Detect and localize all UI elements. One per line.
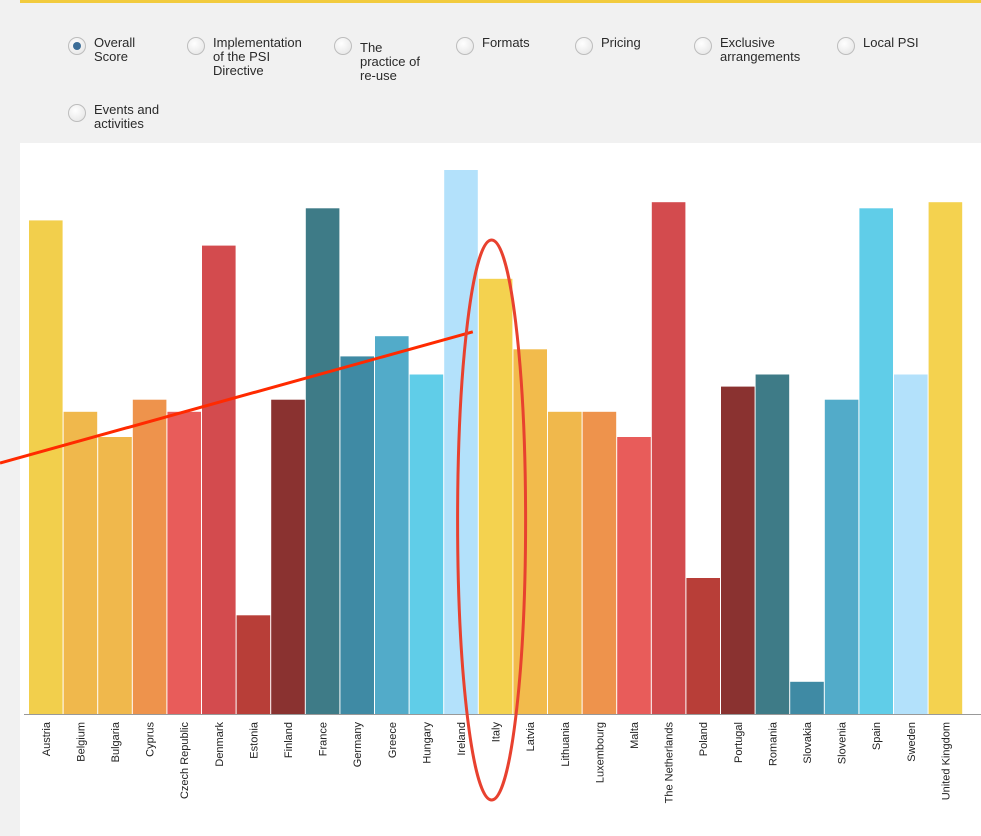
option-events-activities[interactable]: Events and activities <box>68 103 159 131</box>
bar-hungary[interactable] <box>409 374 444 715</box>
tick-label-estonia: Estonia <box>248 721 260 759</box>
top-accent-rule <box>20 0 981 3</box>
metric-selector: Overall Score Implementation of the PSI … <box>0 3 981 143</box>
radio-local-psi[interactable] <box>837 37 855 55</box>
option-implementation[interactable]: Implementation of the PSI Directive <box>187 36 302 78</box>
bar-romania[interactable] <box>755 374 790 715</box>
highlight-ellipse <box>456 238 528 802</box>
bar-slovenia[interactable] <box>824 399 859 714</box>
tick-label-spain: Spain <box>871 722 883 750</box>
tick-label-cyprus: Cyprus <box>145 722 157 757</box>
bar-lithuania[interactable] <box>548 411 582 714</box>
bar-czech-republic[interactable] <box>167 411 201 714</box>
tick-label-czech-republic: Czech Republic <box>179 722 191 800</box>
option-local-psi[interactable]: Local PSI <box>837 36 919 55</box>
bar-italy[interactable] <box>478 278 513 714</box>
bar-austria[interactable] <box>29 220 63 714</box>
tick-label-austria: Austria <box>41 721 53 756</box>
tick-label-finland: Finland <box>283 722 295 758</box>
option-overall-score[interactable]: Overall Score <box>68 36 135 64</box>
bar-france[interactable] <box>305 208 340 715</box>
option-label: The practice of re-use <box>360 40 420 83</box>
radio-exclusive-arrangements[interactable] <box>694 37 712 55</box>
option-label: Overall Score <box>94 35 136 64</box>
option-exclusive-arrangements[interactable]: Exclusive arrangements <box>694 36 800 64</box>
tick-label-denmark: Denmark <box>214 722 226 767</box>
bar-luxembourg[interactable] <box>582 411 617 714</box>
tick-label-luxembourg: Luxembourg <box>594 722 606 783</box>
option-formats[interactable]: Formats <box>456 36 530 55</box>
bars-group <box>29 170 963 715</box>
radio-practice-of-reuse[interactable] <box>334 37 352 55</box>
radio-events-activities[interactable] <box>68 104 86 122</box>
radio-formats[interactable] <box>456 37 474 55</box>
tick-label-belgium: Belgium <box>75 722 87 762</box>
radio-overall-score[interactable] <box>68 37 86 55</box>
bar-germany[interactable] <box>340 356 374 714</box>
bar-spain[interactable] <box>859 208 893 715</box>
tick-label-latvia: Latvia <box>525 721 537 751</box>
tick-label-poland: Poland <box>698 722 710 756</box>
bar-united-kingdom[interactable] <box>928 202 963 714</box>
tick-label-bulgaria: Bulgaria <box>110 721 122 762</box>
annotation-pointer-line <box>0 330 474 465</box>
bar-malta[interactable] <box>617 437 651 714</box>
tick-label-ireland: Ireland <box>456 722 468 756</box>
tick-label-greece: Greece <box>387 722 399 758</box>
bar-finland[interactable] <box>271 399 305 714</box>
tick-label-france: France <box>318 722 330 756</box>
option-label: Local PSI <box>863 35 919 50</box>
tick-label-hungary: Hungary <box>421 722 433 764</box>
option-label: Implementation of the PSI Directive <box>213 35 302 78</box>
bar-portugal[interactable] <box>721 386 755 714</box>
tick-label-lithuania: Lithuania <box>560 721 572 767</box>
option-label: Formats <box>482 35 530 50</box>
tick-label-sweden: Sweden <box>906 722 918 762</box>
annotations-group <box>0 238 528 802</box>
tick-label-italy: Italy <box>491 722 503 743</box>
bar-cyprus[interactable] <box>132 399 167 714</box>
option-practice-of-reuse[interactable]: The practice of re-use <box>334 36 420 83</box>
bar-latvia[interactable] <box>513 349 547 714</box>
tick-label-germany: Germany <box>352 722 364 768</box>
option-label: Events and activities <box>94 102 160 131</box>
bar-poland[interactable] <box>686 578 720 714</box>
x-tick-labels: Austria Belgium Bulgaria Cyprus Czech Republ… <box>41 721 953 803</box>
tick-label-united-kingdom: United Kingdom <box>940 722 952 800</box>
radio-implementation[interactable] <box>187 37 205 55</box>
bar-denmark[interactable] <box>202 245 236 714</box>
tick-label-romania: Romania <box>767 721 779 766</box>
bar-bulgaria[interactable] <box>98 437 132 714</box>
radio-pricing[interactable] <box>575 37 593 55</box>
bar-greece[interactable] <box>375 336 409 714</box>
tick-label-slovakia: Slovakia <box>802 721 814 763</box>
tick-label-slovenia: Slovenia <box>837 721 849 764</box>
option-label: Exclusive arrangements <box>720 35 801 64</box>
option-pricing[interactable]: Pricing <box>575 36 641 55</box>
bar-sweden[interactable] <box>894 374 928 715</box>
tick-label-the-netherlands: The Netherlands <box>664 722 676 804</box>
bar-the-netherlands[interactable] <box>651 202 686 714</box>
tick-label-portugal: Portugal <box>733 722 745 763</box>
bar-slovakia[interactable] <box>790 681 824 714</box>
bar-estonia[interactable] <box>236 615 271 714</box>
tick-label-malta: Malta <box>629 721 641 749</box>
option-label: Pricing <box>601 35 641 50</box>
bar-belgium[interactable] <box>63 411 98 714</box>
